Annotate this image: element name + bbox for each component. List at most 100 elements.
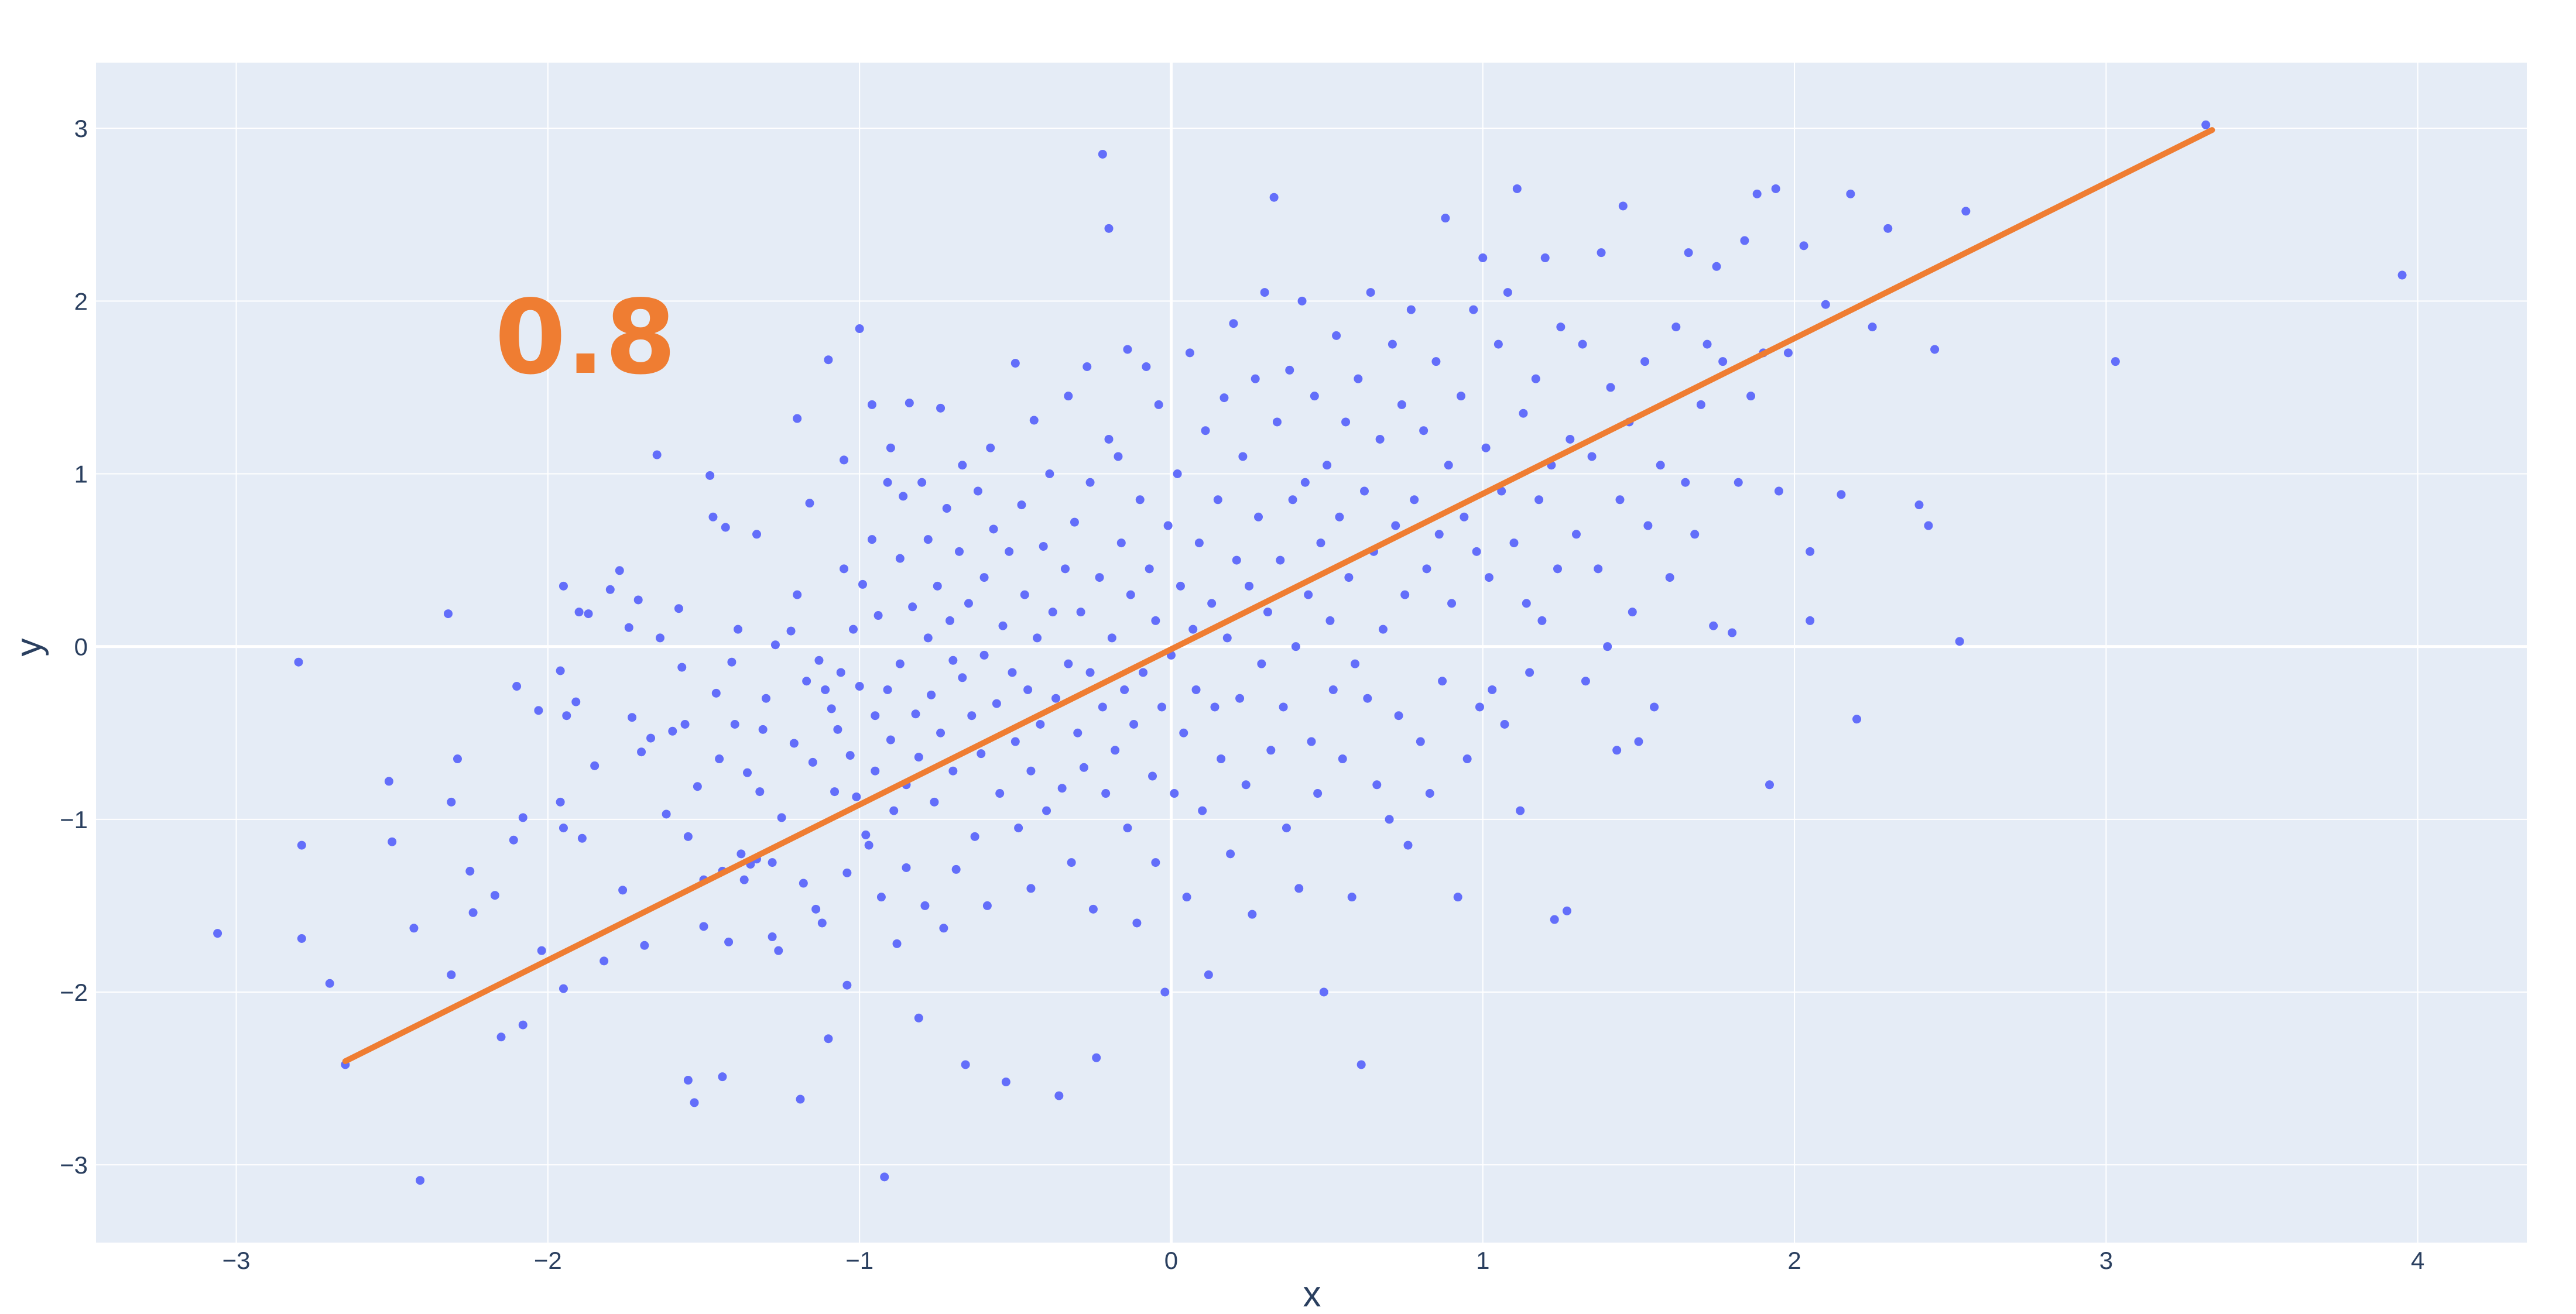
data-point xyxy=(1650,702,1659,712)
data-point xyxy=(789,739,799,748)
data-point xyxy=(1493,339,1503,349)
data-point xyxy=(1048,608,1057,617)
data-point xyxy=(1846,189,1855,198)
data-point xyxy=(1194,538,1204,548)
data-point xyxy=(1914,500,1924,510)
data-point xyxy=(799,879,808,888)
data-point xyxy=(1325,616,1335,625)
data-point xyxy=(1615,495,1625,505)
data-point xyxy=(1238,452,1248,461)
data-point xyxy=(905,398,914,407)
data-point xyxy=(1594,564,1603,574)
data-point xyxy=(1088,904,1098,914)
data-point xyxy=(721,523,730,532)
data-point xyxy=(1434,530,1444,539)
data-point xyxy=(836,668,845,677)
data-point xyxy=(444,609,453,619)
data-point xyxy=(384,777,393,786)
data-point xyxy=(1001,1077,1010,1086)
data-point xyxy=(1151,616,1160,625)
data-point xyxy=(970,832,979,841)
data-point xyxy=(979,573,989,582)
data-point xyxy=(618,886,628,895)
data-point xyxy=(1145,564,1154,574)
data-point xyxy=(1516,806,1525,815)
data-point xyxy=(982,901,992,910)
data-point xyxy=(923,633,933,643)
data-point xyxy=(777,813,786,822)
data-point xyxy=(849,625,858,634)
data-point xyxy=(1422,564,1431,574)
data-point xyxy=(840,564,849,574)
data-point xyxy=(734,625,743,634)
x-tick-label: 0 xyxy=(1164,1247,1178,1274)
x-tick-label: 3 xyxy=(2099,1247,2113,1274)
data-point xyxy=(842,868,852,877)
data-point xyxy=(1304,590,1313,599)
data-point xyxy=(817,918,827,928)
data-point xyxy=(1054,1091,1064,1100)
data-point xyxy=(1581,677,1590,686)
y-tick-label: −3 xyxy=(60,1151,88,1179)
data-point xyxy=(827,704,836,713)
data-point xyxy=(1229,319,1238,328)
data-point xyxy=(1185,348,1194,358)
data-point xyxy=(902,863,911,872)
y-tick-label: 0 xyxy=(74,633,88,661)
data-point xyxy=(1020,590,1029,599)
data-point xyxy=(1457,392,1466,401)
data-point xyxy=(1643,521,1653,530)
data-point xyxy=(840,455,849,465)
data-point xyxy=(715,754,724,764)
data-point xyxy=(1163,521,1173,530)
data-point xyxy=(1783,348,1793,358)
data-point xyxy=(1868,323,1877,332)
y-tick-label: 3 xyxy=(74,115,88,142)
data-point xyxy=(1587,452,1597,461)
data-point xyxy=(1391,521,1400,530)
data-point xyxy=(1079,763,1088,772)
data-point xyxy=(1307,737,1316,746)
data-point xyxy=(1064,392,1073,401)
data-point xyxy=(1771,184,1780,193)
data-point xyxy=(1718,357,1728,366)
data-point xyxy=(1029,416,1039,425)
data-point xyxy=(1248,910,1257,919)
data-point xyxy=(1728,628,1737,637)
data-point xyxy=(559,824,568,833)
data-point xyxy=(1070,517,1079,527)
data-point xyxy=(992,699,1001,708)
data-point xyxy=(628,713,637,722)
data-point xyxy=(1438,677,1447,686)
data-point xyxy=(1453,893,1462,902)
data-point xyxy=(409,924,419,933)
data-point xyxy=(1488,685,1497,694)
data-point xyxy=(793,590,802,599)
data-point xyxy=(1098,702,1107,712)
data-point xyxy=(1123,824,1132,833)
data-point xyxy=(388,837,397,846)
data-point xyxy=(1460,512,1469,522)
data-point xyxy=(1263,608,1272,617)
data-point xyxy=(911,709,920,719)
data-point xyxy=(873,611,883,620)
data-point xyxy=(1288,495,1297,505)
data-point xyxy=(892,939,902,948)
data-point xyxy=(1852,715,1862,724)
data-point xyxy=(1681,478,1690,487)
data-point xyxy=(886,443,895,452)
data-point xyxy=(1170,789,1179,798)
data-point xyxy=(1241,780,1251,790)
data-point xyxy=(1316,538,1325,548)
data-point xyxy=(948,656,958,665)
data-point xyxy=(1500,719,1509,729)
data-point xyxy=(1519,409,1528,418)
data-point xyxy=(1008,668,1017,677)
data-point xyxy=(808,757,817,767)
data-point xyxy=(1821,300,1830,309)
data-point xyxy=(1752,189,1762,198)
data-point xyxy=(518,1020,527,1030)
data-point xyxy=(730,719,739,729)
data-point xyxy=(1064,659,1073,668)
data-point xyxy=(465,866,475,876)
